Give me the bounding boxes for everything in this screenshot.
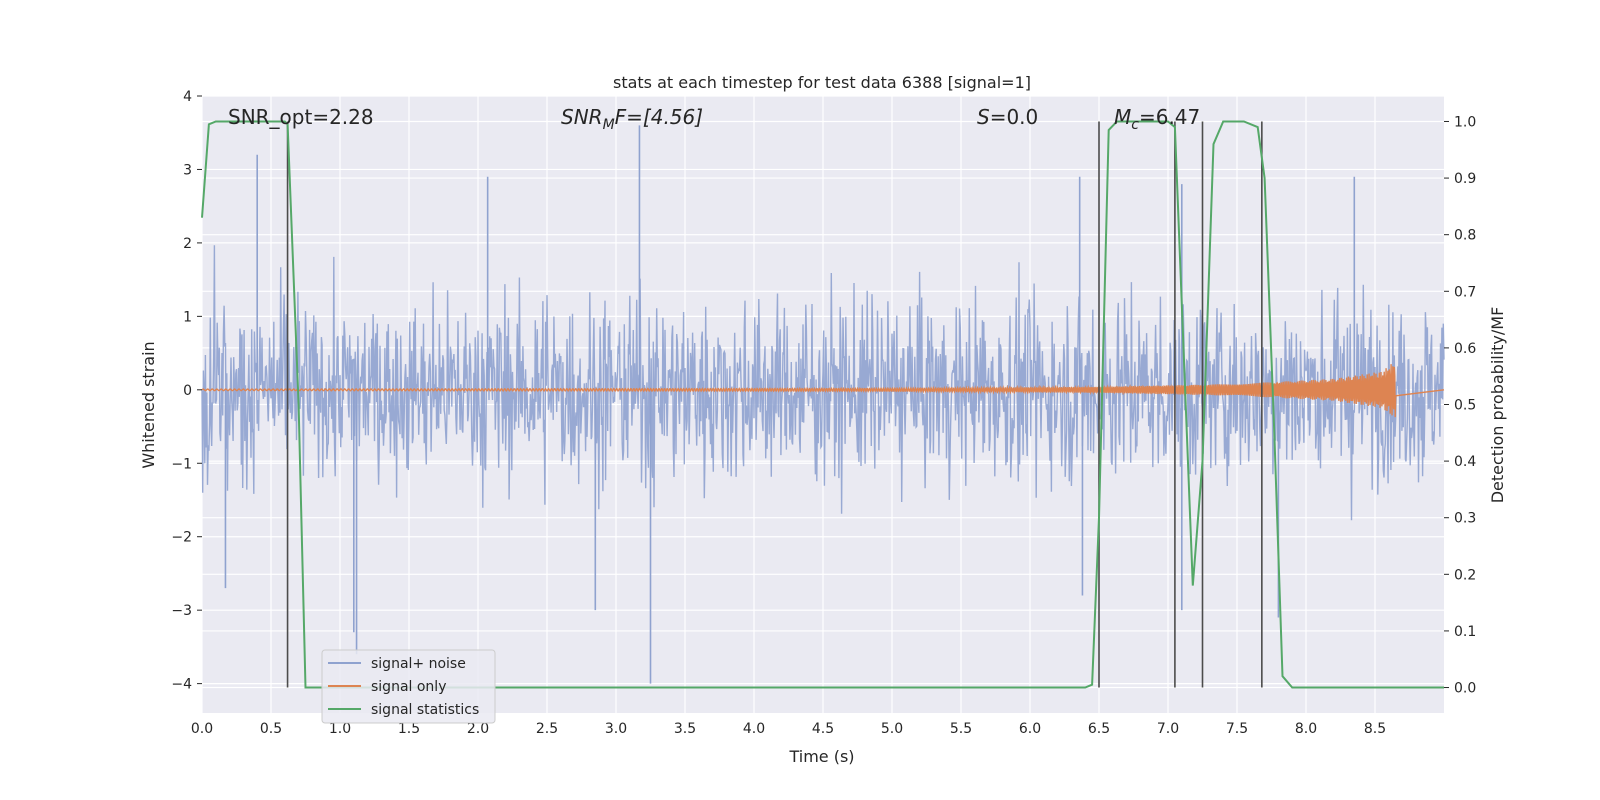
grid-horizontal-right [202, 120, 1444, 689]
x-tick-label: 1.5 [398, 721, 420, 737]
annotation-s: S=0.0 [977, 105, 1038, 129]
x-tick-label: 0.0 [191, 721, 213, 737]
x-tick-label: 3.0 [605, 721, 627, 737]
annotation-snr-mf-prefix: SNR [561, 105, 603, 129]
annotation-snr-mf-sub: M [603, 117, 615, 133]
y-left-tick-label: 3 [183, 162, 192, 178]
x-tick-label: 6.5 [1088, 721, 1110, 737]
x-tick-label: 4.0 [743, 721, 765, 737]
annotation-s-value: =0.0 [990, 105, 1039, 129]
x-tick-label: 0.5 [260, 721, 282, 737]
x-tick-label: 3.5 [674, 721, 696, 737]
annotation-snr-mf-suffix: F=[4.56] [615, 105, 703, 129]
vertical-markers [286, 121, 1263, 688]
annotation-snr-opt: SNR_opt=2.28 [228, 105, 374, 129]
signal-only-trace [201, 364, 1445, 418]
annotation-mc-italic: M [1114, 105, 1131, 129]
x-axis-label: Time (s) [788, 747, 854, 766]
legend-label-signal-noise: signal+ noise [371, 656, 466, 672]
x-tick-label: 5.0 [881, 721, 903, 737]
y-left-tick-label: −1 [171, 456, 192, 472]
y-left-tick-label: 1 [183, 309, 192, 325]
y-right-axis-label: Detection probability/MF [1488, 307, 1507, 504]
noise-trace [201, 245, 1445, 521]
legend-label-signal-statistics: signal statistics [371, 702, 479, 718]
annotation-mc: Mc=6.47 [1114, 105, 1200, 133]
y-right-axis-ticks: 1.0 0.9 0.8 0.7 0.6 0.5 0.4 0.3 0.2 0.1 0.0 [1444, 114, 1476, 697]
annotation-snr-mf: SNRMF=[4.56] [561, 105, 703, 133]
y-left-tick-label: 0 [183, 383, 192, 399]
y-right-tick-label: 1.0 [1454, 114, 1476, 130]
y-right-tick-label: 0.5 [1454, 398, 1476, 414]
annotation-mc-sub: c [1131, 117, 1139, 133]
x-tick-label: 8.0 [1295, 721, 1317, 737]
x-tick-label: 2.5 [536, 721, 558, 737]
y-left-tick-label: 2 [183, 236, 192, 252]
y-left-axis-ticks: 4 3 2 1 0 −1 −2 −3 −4 [171, 89, 202, 693]
x-tick-label: 6.0 [1019, 721, 1041, 737]
x-axis-ticks: 0.0 0.5 1.0 1.5 2.0 2.5 3.0 3.5 4.0 4.5 5.0 5.5 6.0 6… [191, 721, 1386, 737]
annotation-mc-value: =6.47 [1139, 105, 1200, 129]
y-left-axis-label: Whitened strain [139, 341, 158, 468]
y-right-tick-label: 0.7 [1454, 284, 1476, 300]
chart-title: stats at each timestep for test data 638… [613, 73, 1031, 92]
x-tick-label: 7.0 [1157, 721, 1179, 737]
series-signal-statistics [201, 120, 1444, 689]
x-tick-label: 7.5 [1226, 721, 1248, 737]
y-right-tick-label: 0.3 [1454, 511, 1476, 527]
signal-statistics-line [201, 120, 1444, 689]
y-right-tick-label: 0.1 [1454, 624, 1476, 640]
y-left-tick-label: −3 [171, 603, 192, 619]
series-signal-only [201, 364, 1445, 418]
y-right-tick-label: 0.8 [1454, 228, 1476, 244]
y-right-tick-label: 0.9 [1454, 171, 1476, 187]
annotation-s-italic: S [977, 105, 990, 129]
y-right-tick-label: 0.0 [1454, 681, 1476, 697]
y-right-tick-label: 0.2 [1454, 567, 1476, 583]
y-left-tick-label: −4 [171, 677, 192, 693]
x-tick-label: 1.0 [329, 721, 351, 737]
series-signal-noise [201, 125, 1445, 684]
y-left-tick-label: 4 [183, 89, 192, 105]
x-tick-label: 8.5 [1364, 721, 1386, 737]
y-right-tick-label: 0.4 [1454, 454, 1476, 470]
x-tick-label: 4.5 [812, 721, 834, 737]
x-tick-label: 2.0 [467, 721, 489, 737]
x-tick-label: 5.5 [950, 721, 972, 737]
y-right-tick-label: 0.6 [1454, 341, 1476, 357]
legend-box [321, 649, 496, 724]
legend-label-signal-only: signal only [371, 679, 446, 695]
y-left-tick-label: −2 [171, 530, 192, 546]
legend: signal+ noise signal only signal statist… [321, 649, 496, 724]
